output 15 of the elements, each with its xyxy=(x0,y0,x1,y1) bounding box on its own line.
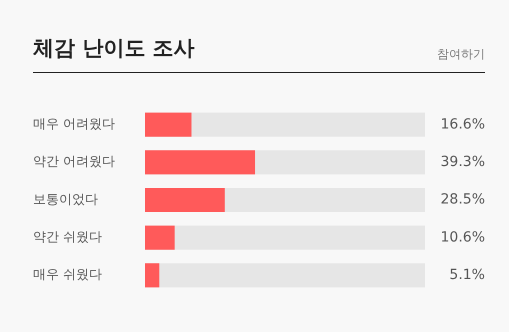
data-label: 16.6% xyxy=(440,116,485,132)
data-label: 28.5% xyxy=(440,192,485,208)
y-tick-label: 매우 쉬웠다 xyxy=(33,268,102,283)
y-tick-label: 약간 쉬웠다 xyxy=(33,230,102,246)
bar xyxy=(145,112,192,137)
bar xyxy=(145,263,160,288)
y-tick-label: 보통이었다 xyxy=(33,192,98,208)
data-label: 5.1% xyxy=(449,267,485,283)
data-label: 10.6% xyxy=(440,229,485,246)
y-tick-label: 매우 어려웠다 xyxy=(33,117,116,132)
data-label: 39.3% xyxy=(440,154,485,170)
bar xyxy=(145,226,175,250)
chart-title: 체감 난이도 조사 xyxy=(33,35,195,62)
text: 참여하기 xyxy=(437,46,485,63)
y-tick-label: 약간 어려웠다 xyxy=(33,154,116,170)
